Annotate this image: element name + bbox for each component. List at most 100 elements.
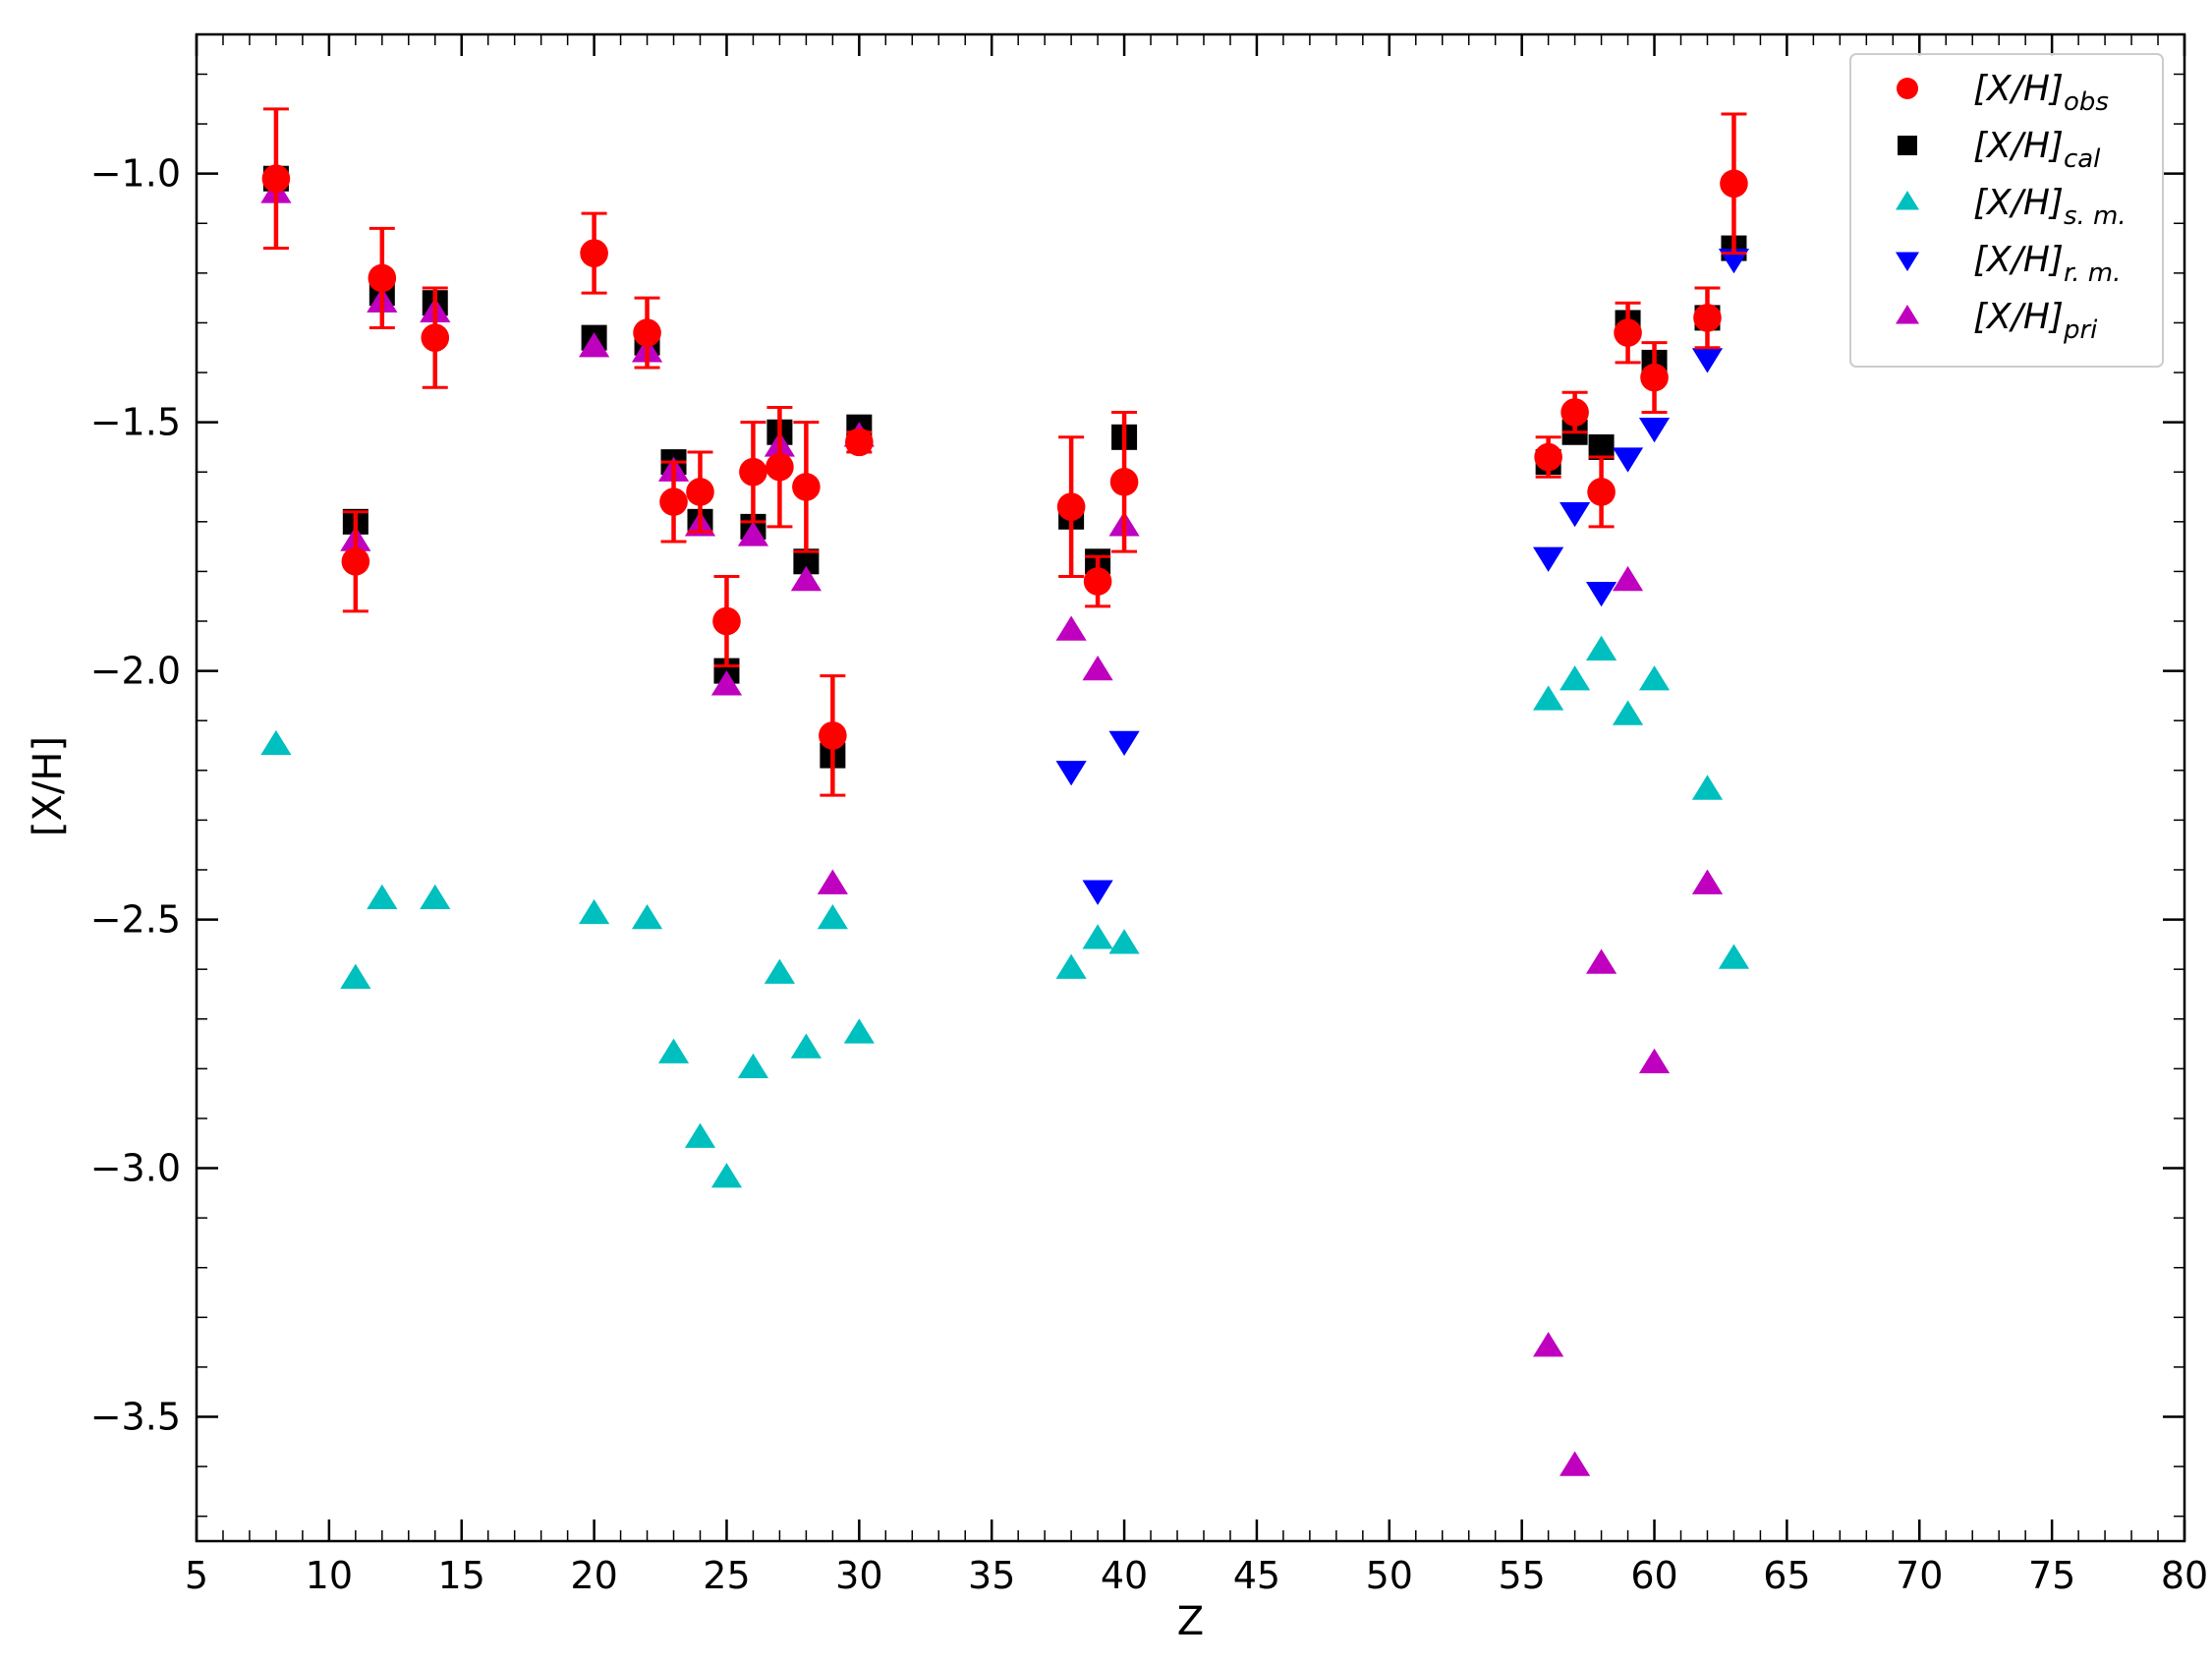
data-point-rm bbox=[1718, 249, 1750, 274]
y-tick-label: −1.5 bbox=[90, 401, 181, 444]
x-tick-label: 60 bbox=[1630, 1554, 1677, 1597]
data-point-obs bbox=[633, 318, 661, 347]
legend-entry-pri: [X/H]pri bbox=[1973, 297, 2098, 345]
data-point-obs bbox=[792, 473, 821, 501]
data-point-sm bbox=[737, 1053, 769, 1079]
y-tick-label: −1.0 bbox=[90, 152, 181, 196]
x-tick-label: 40 bbox=[1101, 1554, 1148, 1597]
x-tick-label: 80 bbox=[2161, 1554, 2208, 1597]
data-point-sm bbox=[817, 903, 848, 930]
x-tick-label: 50 bbox=[1366, 1554, 1413, 1597]
data-point-pri bbox=[1560, 1451, 1591, 1476]
y-tick-label: −2.5 bbox=[90, 898, 181, 942]
legend-marker-obs bbox=[1897, 78, 1918, 99]
data-point-obs bbox=[1560, 398, 1589, 427]
data-point-sm bbox=[684, 1122, 716, 1148]
data-points bbox=[260, 107, 1750, 1476]
data-point-sm bbox=[1612, 700, 1644, 725]
series-obs bbox=[261, 107, 1748, 797]
x-tick-label: 30 bbox=[835, 1554, 882, 1597]
data-point-sm bbox=[420, 884, 451, 910]
data-point-pri bbox=[1533, 1332, 1564, 1357]
data-point-rm bbox=[1055, 761, 1087, 786]
data-point-pri bbox=[1585, 948, 1617, 974]
data-point-rm bbox=[1691, 348, 1724, 373]
x-tick-label: 15 bbox=[438, 1554, 485, 1597]
data-point-sm bbox=[367, 884, 398, 910]
data-point-obs bbox=[1083, 567, 1112, 596]
data-point-pri bbox=[579, 332, 610, 358]
data-point-pri bbox=[1055, 615, 1087, 641]
x-tick-label: 25 bbox=[703, 1554, 750, 1597]
plot-frame bbox=[195, 32, 2186, 1543]
x-tick-label: 5 bbox=[185, 1554, 208, 1597]
data-point-sm bbox=[1718, 944, 1750, 969]
data-point-obs bbox=[341, 546, 370, 576]
data-point-pri bbox=[790, 565, 822, 592]
data-point-sm bbox=[1585, 635, 1617, 661]
x-tick-label: 70 bbox=[1896, 1554, 1943, 1597]
data-point-obs bbox=[1534, 442, 1562, 472]
data-point-sm bbox=[260, 729, 292, 756]
data-point-pri bbox=[737, 521, 769, 546]
data-point-obs bbox=[1720, 169, 1748, 199]
data-point-sm bbox=[843, 1018, 875, 1044]
legend-marker-rm bbox=[1896, 252, 1919, 271]
legend-marker-sm bbox=[1896, 191, 1919, 210]
data-point-rm bbox=[1585, 581, 1617, 607]
data-point-obs bbox=[1587, 478, 1616, 506]
x-tick-label: 55 bbox=[1498, 1554, 1545, 1597]
data-point-obs bbox=[845, 428, 874, 457]
x-tick-label: 65 bbox=[1763, 1554, 1810, 1597]
data-point-sm bbox=[1055, 953, 1087, 979]
data-point-sm bbox=[764, 958, 796, 984]
x-tick-label: 10 bbox=[306, 1554, 353, 1597]
data-point-sm bbox=[790, 1033, 822, 1059]
data-point-rm bbox=[1638, 418, 1671, 443]
data-point-rm bbox=[1108, 730, 1140, 757]
data-point-obs bbox=[421, 323, 450, 352]
data-point-sm bbox=[340, 963, 371, 989]
data-point-obs bbox=[1614, 318, 1642, 347]
data-point-obs bbox=[1693, 304, 1722, 332]
x-tick-label: 20 bbox=[570, 1554, 617, 1597]
data-point-sm bbox=[1638, 665, 1671, 691]
y-tick-label: −3.5 bbox=[90, 1396, 181, 1439]
x-tick-label: 45 bbox=[1233, 1554, 1280, 1597]
data-point-pri bbox=[710, 670, 743, 696]
data-point-obs bbox=[766, 452, 794, 482]
data-point-obs bbox=[1640, 363, 1669, 392]
legend-entry-rm: [X/H]r. m. bbox=[1973, 240, 2121, 288]
data-point-pri bbox=[817, 869, 848, 894]
data-point-sm bbox=[1082, 924, 1113, 949]
data-point-pri bbox=[1612, 565, 1644, 592]
data-point-rm bbox=[1082, 880, 1113, 905]
data-point-rm bbox=[1612, 447, 1644, 473]
series-sm bbox=[260, 635, 1750, 1188]
data-point-obs bbox=[1109, 468, 1139, 496]
legend-marker-pri bbox=[1896, 305, 1919, 324]
axis-ticks: 5 10 15 20 25 30 35 40 45 50 55 60 65 70 75 80 −1.0 −1.5 −… bbox=[90, 34, 2208, 1597]
x-axis-label: Z bbox=[1177, 1599, 1204, 1644]
data-point-obs bbox=[739, 457, 767, 487]
data-point-obs bbox=[1056, 492, 1086, 521]
x-tick-label: 75 bbox=[2028, 1554, 2075, 1597]
y-axis-label: [X/H] bbox=[26, 736, 71, 836]
legend-box bbox=[1849, 53, 2164, 368]
data-point-pri bbox=[1082, 656, 1113, 681]
data-point-sm bbox=[631, 903, 663, 930]
legend-marker-cal bbox=[1898, 136, 1917, 155]
data-point-sm bbox=[579, 898, 610, 925]
data-point-rm bbox=[1560, 502, 1591, 528]
legend: [X/H]obs [X/H]cal [X/H]s. m. [X/H]r. m. [X/H… bbox=[1849, 53, 2164, 368]
data-point-sm bbox=[710, 1163, 743, 1188]
data-point-pri bbox=[1691, 869, 1724, 894]
data-point-rm bbox=[1533, 546, 1564, 572]
legend-entry-obs: [X/H]obs bbox=[1973, 69, 2109, 117]
data-point-sm bbox=[1560, 665, 1591, 691]
data-point-obs bbox=[686, 478, 714, 506]
data-point-obs bbox=[712, 606, 741, 636]
data-point-sm bbox=[657, 1038, 690, 1063]
